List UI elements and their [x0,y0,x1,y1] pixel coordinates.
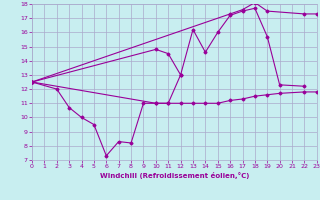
X-axis label: Windchill (Refroidissement éolien,°C): Windchill (Refroidissement éolien,°C) [100,172,249,179]
